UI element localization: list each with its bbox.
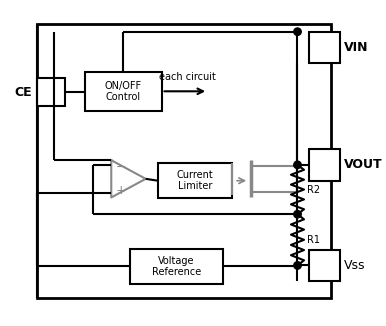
Text: Vss: Vss <box>344 259 366 272</box>
Bar <box>37 78 65 106</box>
Bar <box>309 149 340 181</box>
Text: Current
Limiter: Current Limiter <box>177 170 213 191</box>
Circle shape <box>294 28 301 36</box>
Bar <box>130 249 223 284</box>
Text: CE: CE <box>14 86 32 99</box>
Bar <box>85 72 162 111</box>
Bar <box>37 24 331 298</box>
Text: Voltage
Reference: Voltage Reference <box>152 256 201 277</box>
Text: R2: R2 <box>307 185 320 195</box>
Text: each circuit: each circuit <box>159 72 216 82</box>
Text: R1: R1 <box>307 235 320 245</box>
Circle shape <box>294 262 301 269</box>
Text: VOUT: VOUT <box>344 158 383 171</box>
Bar <box>158 163 232 199</box>
Circle shape <box>294 211 301 218</box>
Text: +: + <box>115 184 126 197</box>
Bar <box>309 32 340 63</box>
Text: VIN: VIN <box>344 41 369 54</box>
Text: ON/OFF
Control: ON/OFF Control <box>105 81 142 102</box>
Text: −: − <box>115 161 126 174</box>
Bar <box>309 250 340 281</box>
Circle shape <box>294 161 301 169</box>
